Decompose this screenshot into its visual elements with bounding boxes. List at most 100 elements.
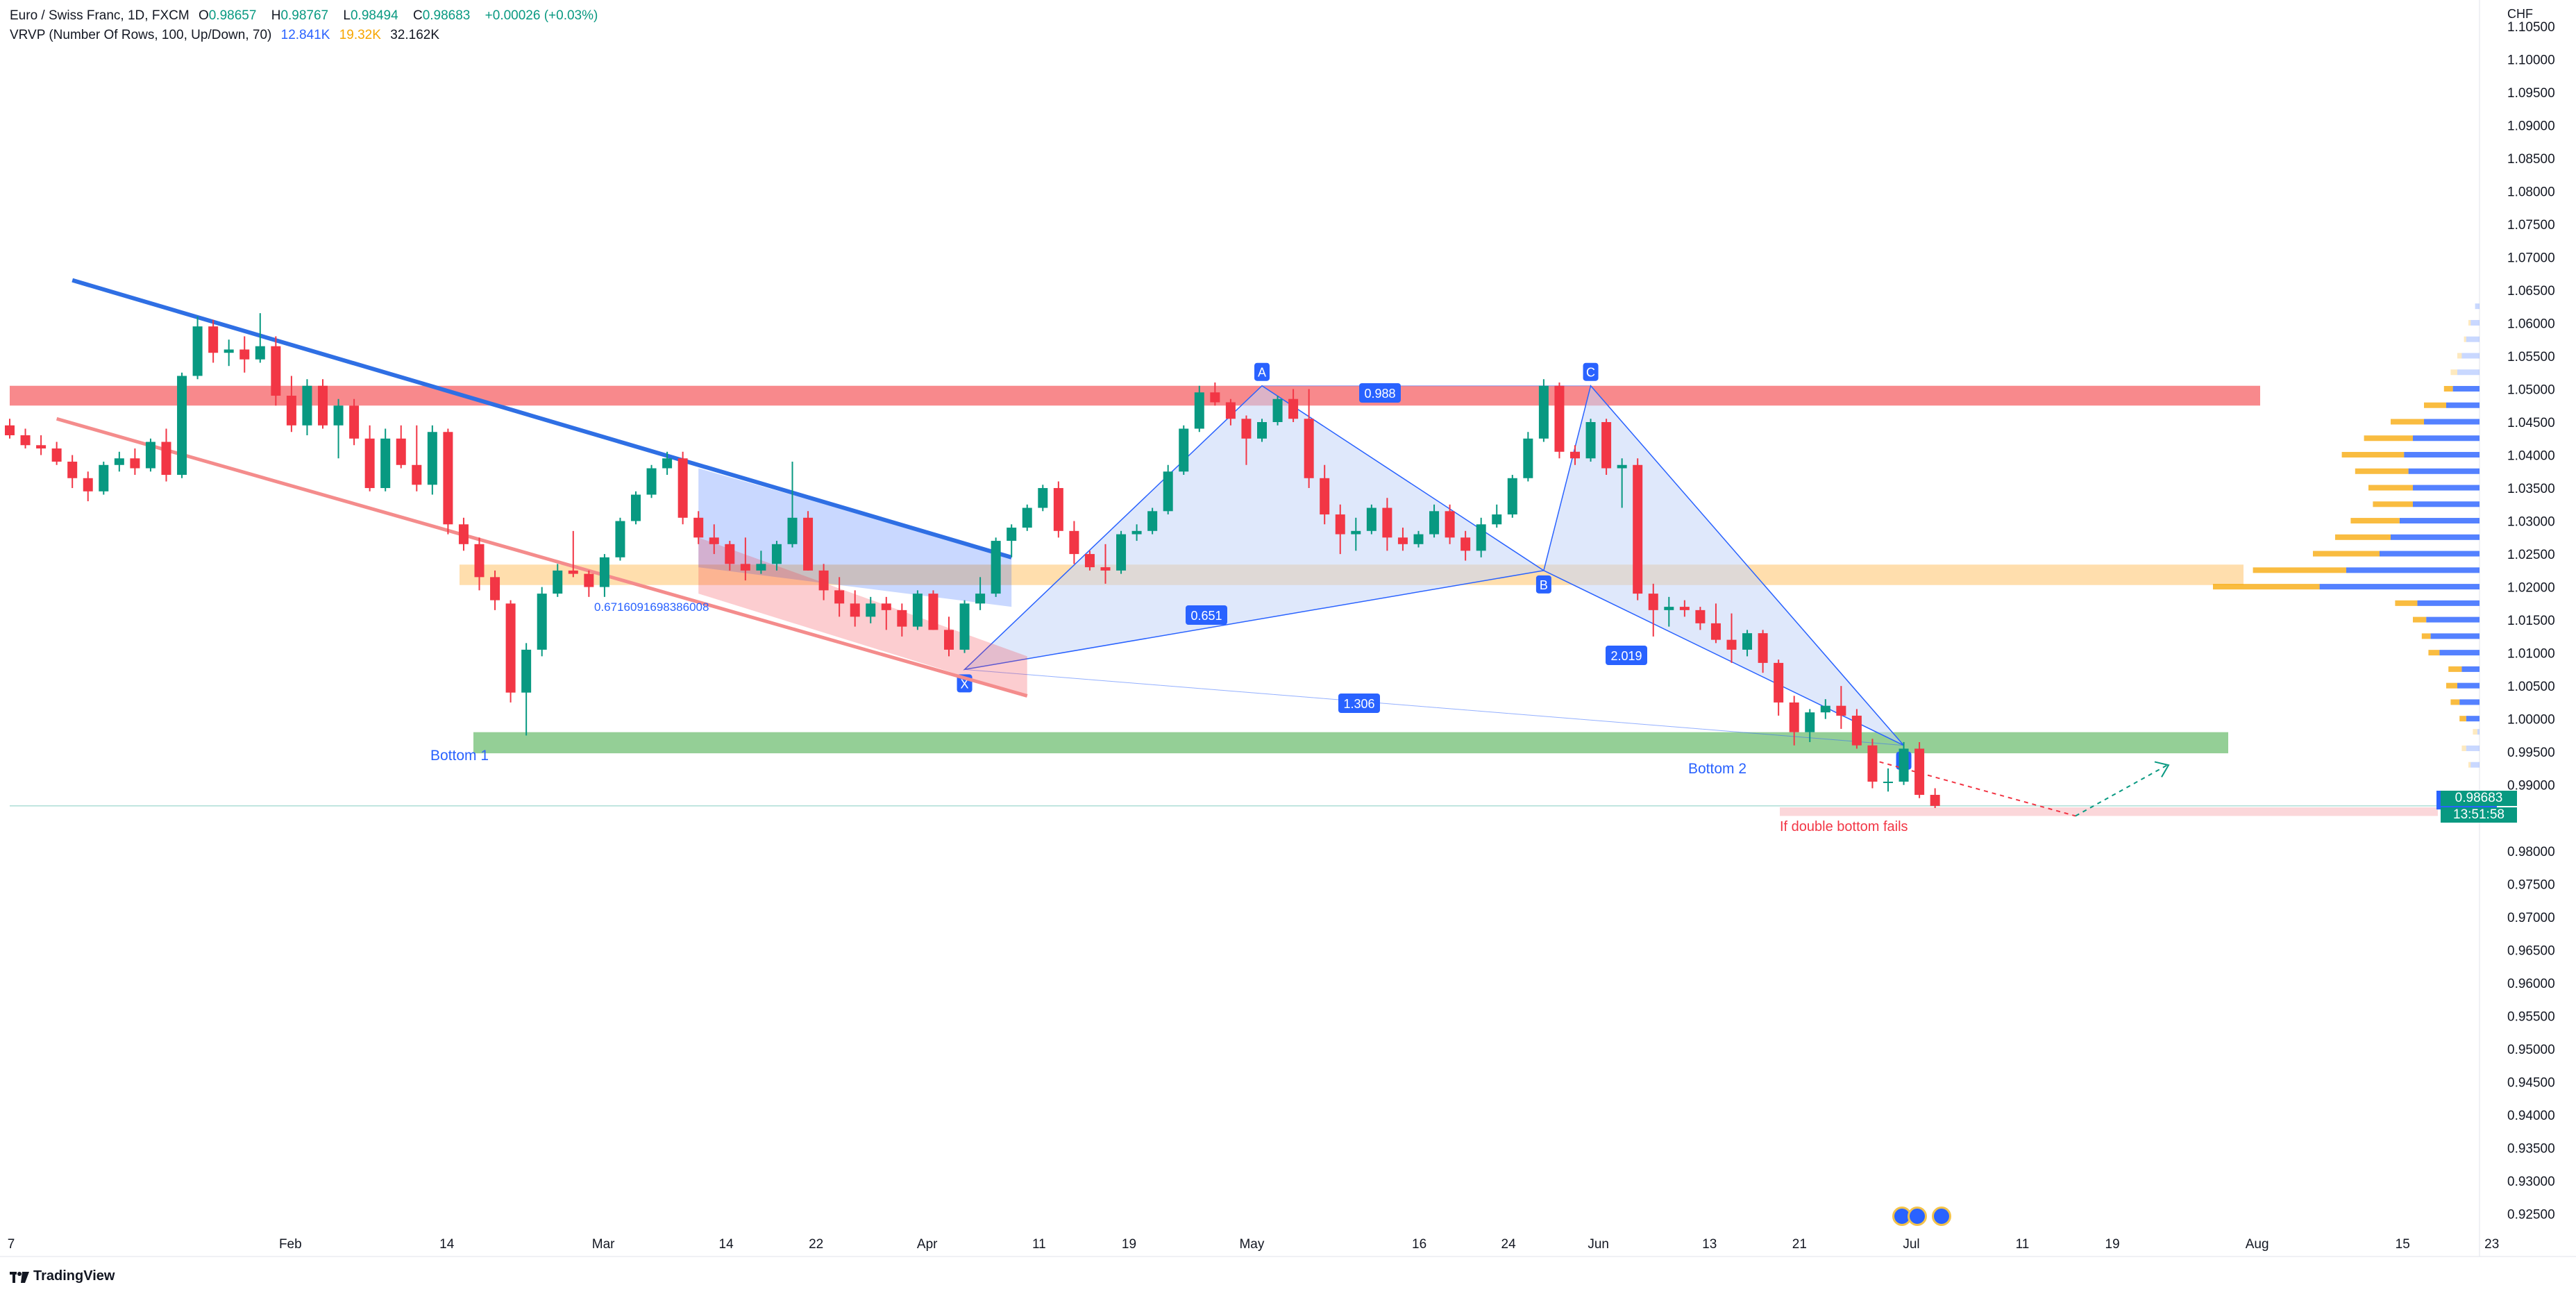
price-tick-label: 0.99500 xyxy=(2507,746,2555,760)
volume-profile-bar-down xyxy=(2313,551,2380,557)
candle-body xyxy=(114,458,124,465)
candle-body xyxy=(897,610,907,627)
trendlines-layer[interactable] xyxy=(56,278,2170,817)
candle-body xyxy=(1163,471,1173,512)
bar-countdown: 13:51:58 xyxy=(2441,807,2517,823)
candle-body xyxy=(67,462,78,478)
candle-body xyxy=(1633,464,1643,594)
candle-body xyxy=(1867,745,1878,782)
candle-body xyxy=(1241,419,1252,439)
candle-body xyxy=(818,570,829,591)
candle-body xyxy=(1492,514,1502,525)
bottom-2-label: Bottom 2 xyxy=(1688,761,1746,777)
candle-body xyxy=(1022,507,1032,528)
candle-body xyxy=(239,349,250,360)
tradingview-logo-icon xyxy=(10,1271,29,1283)
price-tick-label: 0.96000 xyxy=(2507,977,2555,991)
candle-body xyxy=(1397,537,1408,544)
volume-profile-bar-down xyxy=(2450,699,2460,705)
candle-body xyxy=(1100,567,1111,571)
price-tick-label: 1.06000 xyxy=(2507,317,2555,331)
candle-body xyxy=(1851,715,1862,746)
candle-body xyxy=(318,385,328,426)
candle-body xyxy=(1570,451,1580,459)
candle-body xyxy=(1538,385,1549,439)
red-trendline[interactable] xyxy=(56,417,1028,698)
channel-fill-lower xyxy=(698,537,1027,696)
price-axis[interactable]: 1.10500 1.10000 1.09500 1.09000 1.08500 1.080… xyxy=(2507,20,2555,1222)
volume-profile-bar-down xyxy=(2424,402,2446,408)
candle-body xyxy=(975,594,986,604)
candle-body xyxy=(881,603,891,610)
candle-body xyxy=(1053,488,1063,531)
pattern-ratio-value: 0.651 xyxy=(1190,609,1222,623)
pattern-ratio-value: 0.988 xyxy=(1364,387,1395,401)
price-tick-label: 1.01000 xyxy=(2507,647,2555,662)
resistance-zone[interactable] xyxy=(10,385,2260,406)
open-value: 0.98657 xyxy=(208,8,257,23)
fail-zone[interactable] xyxy=(1780,807,2438,816)
candle-body xyxy=(1335,514,1345,535)
volume-profile-bar-up xyxy=(2417,600,2480,606)
projection-up-line[interactable] xyxy=(2075,764,2168,817)
price-tick-label: 1.04500 xyxy=(2507,416,2555,430)
candle-body xyxy=(458,524,469,544)
candle-body xyxy=(1914,748,1925,795)
price-tick-label: 1.10500 xyxy=(2507,20,2555,35)
price-tick-label: 1.05500 xyxy=(2507,350,2555,364)
time-tick-label: 15 xyxy=(2396,1237,2410,1252)
candle-body xyxy=(537,594,547,650)
time-tick-label: Feb xyxy=(279,1237,302,1252)
candle-body xyxy=(302,385,312,426)
candle-body xyxy=(20,435,31,446)
pattern-point-label: C xyxy=(1586,366,1595,380)
volume-profile-bar-up xyxy=(2461,353,2480,359)
candle-body xyxy=(584,573,594,587)
volume-profile-bar-down xyxy=(2350,518,2400,524)
time-axis[interactable]: 7 Feb 14 Mar 14 22 Apr 11 19 May 16 24 Jun 13 21 Jul 11 1… xyxy=(8,1237,2576,1252)
volume-profile-bar-up xyxy=(2426,616,2480,623)
candle-body xyxy=(99,464,109,491)
pattern-point-badge[interactable] xyxy=(1583,362,1599,381)
tradingview-logo[interactable]: TradingView xyxy=(10,1268,115,1284)
candle-body xyxy=(1147,511,1158,531)
candle-body xyxy=(803,517,814,571)
tradingview-logo-text: TradingView xyxy=(33,1268,115,1284)
support-zone[interactable] xyxy=(473,732,2228,754)
indicator-legend[interactable]: VRVP (Number Of Rows, 100, Up/Down, 70) … xyxy=(10,28,445,43)
volume-profile-bar-down xyxy=(2364,435,2413,442)
pattern-point-badge[interactable] xyxy=(1254,362,1270,381)
volume-profile-bar-down xyxy=(2461,745,2466,751)
candle-body xyxy=(83,478,93,491)
candle-body xyxy=(1476,524,1486,551)
time-tick-label: Mar xyxy=(592,1237,615,1252)
projection-down-line[interactable] xyxy=(1879,761,2076,817)
candle-body xyxy=(443,432,453,525)
volume-profile-bar-down xyxy=(2335,534,2391,540)
bottom-1-label: Bottom 1 xyxy=(430,748,489,764)
candle-body xyxy=(224,349,234,353)
candle-body xyxy=(756,564,766,571)
price-tick-label: 1.07000 xyxy=(2507,251,2555,265)
pattern-point-badge[interactable] xyxy=(1535,575,1551,594)
blue-trendline[interactable] xyxy=(71,278,1013,560)
volume-profile-bar-down xyxy=(2464,336,2466,342)
volume-profile-bar-up xyxy=(2430,633,2480,639)
price-tick-label: 1.07500 xyxy=(2507,218,2555,233)
high-label: H xyxy=(271,8,281,23)
candle-body xyxy=(364,438,375,489)
volume-profile-bar-down xyxy=(2373,501,2413,507)
projection-arrowhead xyxy=(2154,761,2170,778)
event-icon[interactable] xyxy=(1932,1207,1951,1226)
price-tick-label: 1.08500 xyxy=(2507,152,2555,167)
pattern-xab-triangle[interactable] xyxy=(963,385,1545,671)
event-icon[interactable] xyxy=(1908,1207,1927,1226)
candle-body xyxy=(1131,530,1142,535)
volume-profile-bar-up xyxy=(2457,682,2480,689)
candle-body xyxy=(490,577,500,600)
candle-body xyxy=(1883,781,1893,783)
price-tick-label: 1.00500 xyxy=(2507,680,2555,694)
price-tick-label: 0.97500 xyxy=(2507,877,2555,892)
price-tick-label: 1.00000 xyxy=(2507,713,2555,728)
